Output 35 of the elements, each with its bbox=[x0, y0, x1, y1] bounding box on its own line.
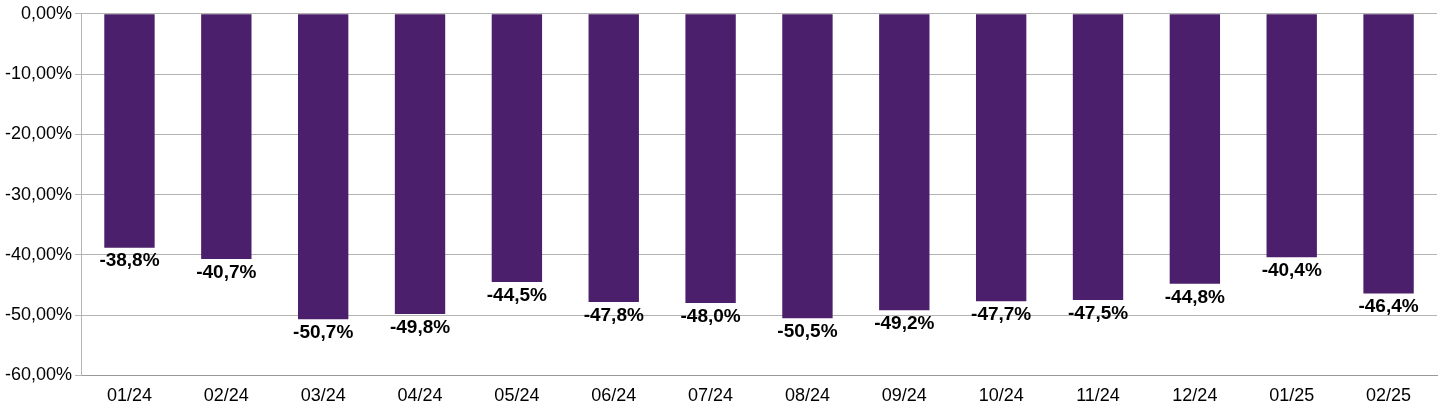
x-tick-label: 12/24 bbox=[1172, 385, 1218, 406]
x-tick-label: 01/24 bbox=[106, 385, 152, 406]
data-label: -49,2% bbox=[874, 312, 935, 334]
y-tick-label: -20,00% bbox=[5, 123, 73, 144]
data-label: -44,8% bbox=[1164, 285, 1226, 307]
x-tick-label: 07/24 bbox=[688, 385, 734, 406]
x-tick-label: 09/24 bbox=[881, 385, 927, 406]
y-tick-label: -60,00% bbox=[5, 364, 73, 385]
data-label: -48,0% bbox=[680, 304, 741, 326]
y-tick-label: -10,00% bbox=[5, 63, 73, 84]
x-tick-label: 08/24 bbox=[784, 385, 830, 406]
data-label: -47,7% bbox=[971, 303, 1032, 325]
y-tick-label: -30,00% bbox=[5, 183, 73, 204]
x-tick-label: 06/24 bbox=[591, 385, 637, 406]
x-tick-label: 02/24 bbox=[203, 385, 249, 406]
data-label: -46,4% bbox=[1358, 295, 1419, 317]
data-label: -47,8% bbox=[583, 303, 644, 325]
data-label: -47,5% bbox=[1067, 301, 1129, 323]
data-label: -50,5% bbox=[777, 319, 838, 341]
data-label: -44,5% bbox=[486, 283, 548, 305]
x-tick-label: 03/24 bbox=[300, 385, 346, 406]
x-tick-label: 02/25 bbox=[1366, 385, 1412, 406]
y-tick-label: 0,00% bbox=[21, 2, 73, 23]
x-tick-label: 11/24 bbox=[1076, 385, 1120, 406]
data-label: -40,7% bbox=[196, 260, 257, 282]
y-tick-label: -40,00% bbox=[5, 243, 73, 264]
data-label: -38,8% bbox=[99, 249, 160, 271]
x-tick-label: 10/24 bbox=[978, 385, 1024, 406]
data-label: -50,7% bbox=[293, 321, 354, 343]
x-tick-label: 05/24 bbox=[494, 385, 540, 406]
data-label: -40,4% bbox=[1261, 259, 1322, 281]
x-tick-label: 01/25 bbox=[1269, 385, 1315, 406]
data-label: -49,8% bbox=[389, 315, 451, 337]
y-tick-label: -50,00% bbox=[5, 304, 73, 325]
x-tick-label: 04/24 bbox=[397, 385, 443, 406]
